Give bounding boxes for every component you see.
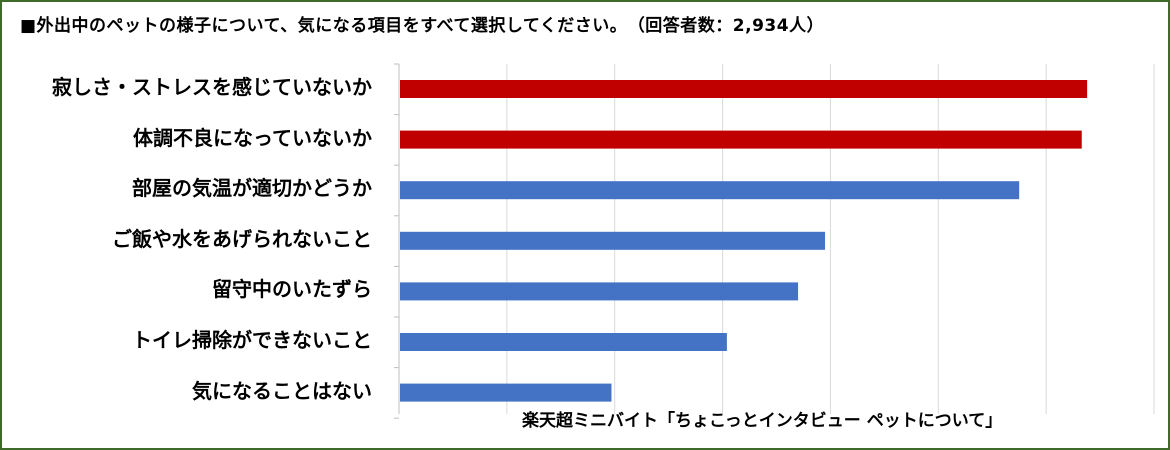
bar (400, 130, 1082, 149)
source-note: 楽天超ミニバイト「ちょこっとインタビュー ペットについて」 (522, 411, 1003, 431)
category-label: 寂しさ・ストレスを感じていないか (52, 75, 372, 99)
category-label: ご飯や水をあげられないこと (112, 226, 372, 251)
category-label: 留守中のいたずら (212, 277, 372, 302)
category-label: 体調不良になっていないか (133, 125, 372, 150)
chart-title: ■外出中のペットの様子について、気になる項目をすべて選択してください。 （回答者… (20, 16, 825, 36)
bar (400, 80, 1088, 98)
bar (400, 383, 612, 402)
category-label: 部屋の気温が適切かどうか (132, 176, 372, 201)
bar (400, 333, 727, 351)
category-label: 気になることはない (192, 378, 372, 403)
category-label: トイレ掃除ができないこと (132, 328, 372, 352)
bar (400, 181, 1020, 200)
bar (400, 231, 826, 250)
bar (400, 282, 799, 301)
